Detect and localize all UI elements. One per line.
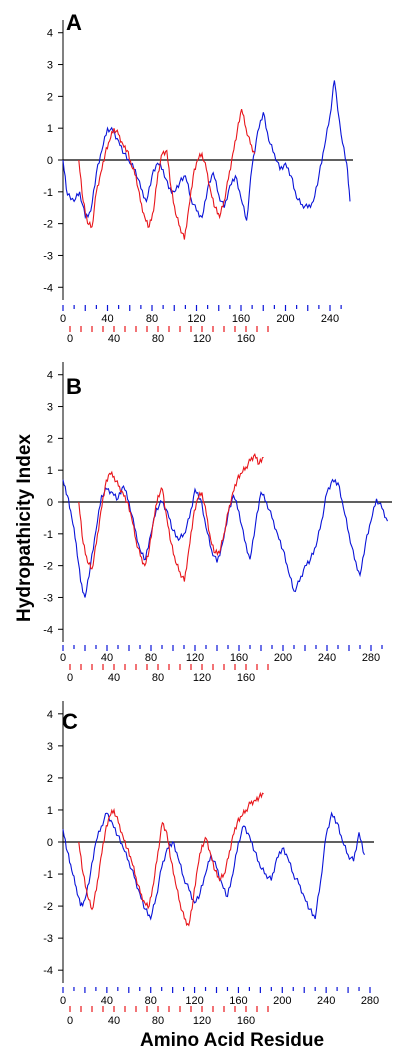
red-axis-tick-label: 80 xyxy=(152,1015,164,1027)
red-axis-tick-label: 160 xyxy=(237,1015,255,1027)
y-tick-label: 1 xyxy=(47,465,53,477)
red-axis-tick-label: 40 xyxy=(108,1015,120,1027)
blue-axis-tick-label: 0 xyxy=(60,313,66,325)
x-axis-label: Amino Acid Residue xyxy=(140,1030,324,1051)
y-tick-label: 1 xyxy=(47,805,53,817)
red-axis-tick-label: 40 xyxy=(108,672,120,684)
y-tick-label: -1 xyxy=(43,869,53,881)
y-tick-label: 4 xyxy=(47,28,53,40)
blue-axis-tick-label: 40 xyxy=(101,313,113,325)
red-axis-tick-label: 40 xyxy=(108,333,120,345)
red-series-line xyxy=(78,453,264,582)
y-tick-label: -3 xyxy=(43,250,53,262)
blue-axis-tick-label: 160 xyxy=(232,313,250,325)
y-tick-label: 1 xyxy=(47,123,53,135)
y-tick-label: -1 xyxy=(43,187,53,199)
blue-axis-tick-label: 0 xyxy=(60,995,66,1007)
y-axis-label: Hydropathicity Index xyxy=(14,434,35,622)
blue-axis-tick-label: 40 xyxy=(101,652,113,664)
blue-axis-tick-label: 120 xyxy=(185,995,203,1007)
chart-panel-c: C4 3 2 1 0 -1 -2 -3 -4 0 40 80 120 160 200 240 280 0 40 80 1… xyxy=(43,701,379,1027)
y-tick-label: -2 xyxy=(43,561,53,573)
red-axis-tick-label: 80 xyxy=(152,672,164,684)
red-axis-tick-label: 80 xyxy=(152,333,164,345)
blue-axis-tick-label: 80 xyxy=(145,995,157,1007)
panel-label: A xyxy=(66,10,82,35)
blue-axis-tick-label: 200 xyxy=(273,995,291,1007)
y-tick-label: 4 xyxy=(47,370,53,382)
red-series-line xyxy=(78,791,264,927)
red-axis-tick-label: 0 xyxy=(67,1015,73,1027)
blue-axis-tick-label: 200 xyxy=(274,652,292,664)
panel-label: B xyxy=(66,374,82,399)
red-axis-tick-label: 120 xyxy=(193,1015,211,1027)
blue-axis-tick-label: 120 xyxy=(187,313,205,325)
blue-axis-tick-label: 0 xyxy=(60,652,66,664)
red-axis-tick-label: 120 xyxy=(193,333,211,345)
blue-series-line xyxy=(62,80,351,221)
red-axis-tick-label: 0 xyxy=(67,672,73,684)
blue-axis-tick-label: 160 xyxy=(230,652,248,664)
y-tick-label: -4 xyxy=(43,965,53,977)
chart-panel-a: A 4 3 2 1 0 -1 -2 -3 -4 0 40 80 120 160 200 240 0 40 80 120 1… xyxy=(43,10,353,345)
y-tick-label: 0 xyxy=(47,837,53,849)
y-tick-label: -1 xyxy=(43,529,53,541)
blue-axis-tick-label: 200 xyxy=(276,313,294,325)
y-tick-label: -4 xyxy=(43,624,53,636)
blue-axis-tick-label: 120 xyxy=(186,652,204,664)
y-tick-label: 2 xyxy=(47,773,53,785)
y-tick-label: -2 xyxy=(43,219,53,231)
y-tick-label: 4 xyxy=(47,709,53,721)
y-tick-label: -3 xyxy=(43,933,53,945)
y-tick-label: -3 xyxy=(43,592,53,604)
red-axis-tick-label: 120 xyxy=(193,672,211,684)
y-tick-label: -4 xyxy=(43,282,53,294)
y-tick-label: 0 xyxy=(47,155,53,167)
red-axis-tick-label: 160 xyxy=(237,672,255,684)
panel-label: C xyxy=(62,709,78,734)
y-tick-label: 0 xyxy=(47,497,53,509)
blue-axis-tick-label: 240 xyxy=(317,995,335,1007)
y-tick-label: 2 xyxy=(47,91,53,103)
blue-axis-tick-label: 240 xyxy=(318,652,336,664)
y-tick-label: 2 xyxy=(47,433,53,445)
blue-axis-tick-label: 280 xyxy=(361,995,379,1007)
blue-axis-tick-label: 240 xyxy=(321,313,339,325)
y-tick-label: 3 xyxy=(47,60,53,72)
y-tick-label: 3 xyxy=(47,741,53,753)
blue-axis-tick-label: 80 xyxy=(146,313,158,325)
red-axis-tick-label: 0 xyxy=(67,333,73,345)
y-tick-label: 3 xyxy=(47,402,53,414)
blue-axis-tick-label: 80 xyxy=(145,652,157,664)
blue-axis-tick-label: 40 xyxy=(101,995,113,1007)
red-series-line xyxy=(78,108,256,240)
y-tick-label: -2 xyxy=(43,901,53,913)
blue-series-line xyxy=(62,478,389,598)
chart-panel-b: B 4 3 2 1 0 -1 -2 -3 -4 0 40 80 120 160 200 240 280 0 40 80 1… xyxy=(43,362,392,684)
red-axis-tick-label: 160 xyxy=(237,333,255,345)
blue-axis-tick-label: 280 xyxy=(362,652,380,664)
blue-axis-tick-label: 160 xyxy=(229,995,247,1007)
